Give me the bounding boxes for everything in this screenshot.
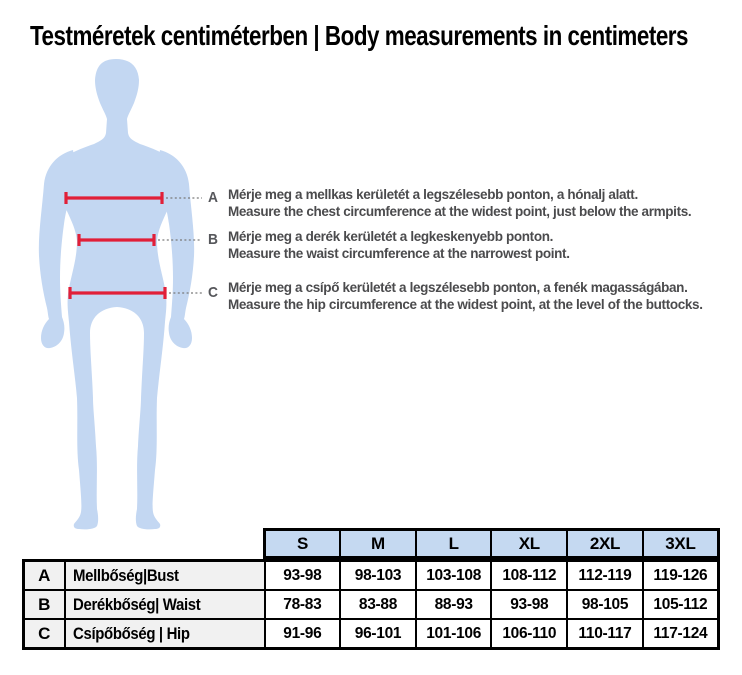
size-col-header-2xl: 2XL	[566, 528, 644, 559]
right-arm-path	[158, 150, 195, 349]
table-row-bust: A Mellbőség|Bust 93-98 98-103 103-108 10…	[22, 559, 720, 591]
hip-value-xl: 106-110	[490, 618, 569, 650]
instruction-c-en: Measure the hip circumference at the wid…	[228, 297, 703, 312]
table-row-waist: B Derékbőség| Waist 78-83 83-88 88-93 93…	[22, 589, 720, 620]
table-row-hip: C Csípőbőség | Hip 91-96 96-101 101-106 …	[22, 618, 720, 650]
leader-lines	[158, 197, 202, 294]
row-label-bust: Mellbőség|Bust	[63, 559, 266, 591]
row-label-waist-text: Derékbőség| Waist	[72, 594, 201, 614]
marker-label-c: C	[208, 284, 218, 301]
hip-value-2xl: 110-117	[566, 618, 644, 650]
size-header-row: S M L XL 2XL 3XL	[263, 528, 720, 559]
size-col-header-s: S	[263, 528, 342, 559]
waist-value-l: 88-93	[414, 589, 493, 620]
size-col-header-l: L	[414, 528, 493, 559]
waist-value-m: 83-88	[339, 589, 417, 620]
size-table: A Mellbőség|Bust 93-98 98-103 103-108 10…	[22, 559, 720, 650]
marker-label-b: B	[208, 231, 218, 248]
row-letter-a: A	[22, 559, 66, 591]
waist-value-2xl: 98-105	[566, 589, 644, 620]
marker-label-a: A	[208, 189, 218, 206]
bust-value-2xl: 112-119	[566, 559, 644, 591]
instruction-c-hu: Mérje meg a csípő kerületét a legszélese…	[228, 280, 688, 295]
instruction-a-en: Measure the chest circumference at the w…	[228, 204, 692, 219]
measurement-instruction-a: Mérje meg a mellkas kerületét a legszéle…	[228, 186, 740, 220]
waist-measure-line	[77, 234, 156, 246]
page-title: Testméretek centiméterben | Body measure…	[30, 20, 689, 51]
size-col-header-xl: XL	[490, 528, 569, 559]
row-letter-b: B	[22, 589, 66, 620]
bust-value-l: 103-108	[414, 559, 493, 591]
bust-value-m: 98-103	[339, 559, 417, 591]
chest-measure-line	[64, 192, 164, 204]
measurement-instruction-b: Mérje meg a derék kerületét a legkeskeny…	[228, 228, 740, 262]
measurement-instruction-c: Mérje meg a csípő kerületét a legszélese…	[228, 279, 740, 313]
size-col-header-m: M	[339, 528, 417, 559]
instruction-b-hu: Mérje meg a derék kerületét a legkeskeny…	[228, 229, 554, 244]
size-col-header-3xl: 3XL	[641, 528, 720, 559]
bust-value-xl: 108-112	[490, 559, 569, 591]
row-label-waist: Derékbőség| Waist	[63, 589, 266, 620]
row-letter-c: C	[22, 618, 66, 650]
hip-value-l: 101-106	[414, 618, 493, 650]
row-label-hip: Csípőbőség | Hip	[63, 618, 266, 650]
hip-value-s: 91-96	[263, 618, 342, 650]
bust-value-s: 93-98	[263, 559, 342, 591]
instruction-a-hu: Mérje meg a mellkas kerületét a legszéle…	[228, 187, 638, 202]
bust-value-3xl: 119-126	[641, 559, 720, 591]
waist-value-3xl: 105-112	[641, 589, 720, 620]
hip-measure-line	[68, 287, 167, 299]
hip-value-m: 96-101	[339, 618, 417, 650]
row-label-bust-text: Mellbőség|Bust	[72, 565, 179, 585]
hip-value-3xl: 117-124	[641, 618, 720, 650]
row-label-hip-text: Csípőbőség | Hip	[72, 623, 190, 643]
waist-value-s: 78-83	[263, 589, 342, 620]
instruction-b-en: Measure the waist circumference at the n…	[228, 246, 570, 261]
waist-value-xl: 93-98	[490, 589, 569, 620]
